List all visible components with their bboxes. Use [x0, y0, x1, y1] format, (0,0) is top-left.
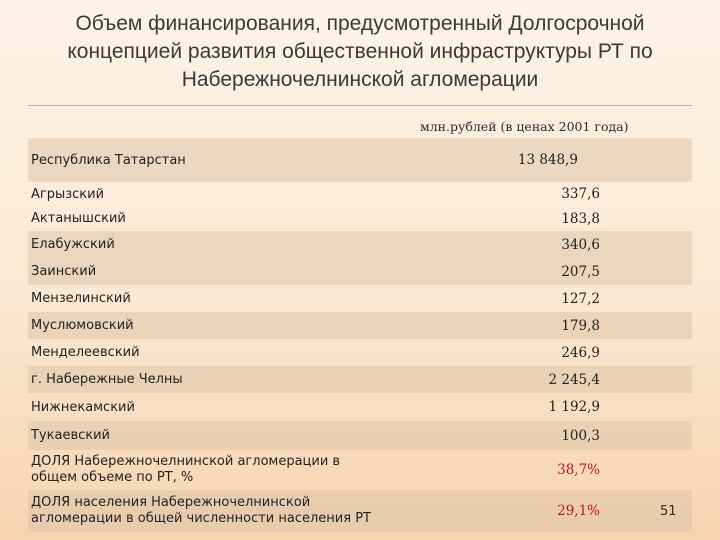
row-name: Республика Татарстан — [31, 152, 186, 168]
table-row: ДОЛЯ населения Набережночелнинской аглом… — [28, 490, 692, 532]
title-line: Объем финансирования, предусмотренный До… — [75, 12, 645, 35]
row-name: Актанышский — [31, 211, 126, 226]
table-row: Заинский 207,5 — [28, 258, 692, 285]
row-name: Муслюмовский — [31, 318, 134, 333]
row-value: 127,2 — [561, 290, 600, 307]
row-name: Менделеевский — [31, 345, 140, 360]
row-name: Нижнекамский — [31, 399, 135, 415]
table-row: Агрызский 337,6 — [28, 182, 692, 206]
row-value: 207,5 — [561, 263, 600, 280]
row-name: Заинский — [31, 264, 97, 279]
row-value: 246,9 — [561, 344, 600, 361]
row-name: Мензелинский — [31, 291, 131, 306]
row-name: ДОЛЯ Набережночелнинской агломерации в о… — [31, 454, 341, 485]
row-value: 29,1% — [557, 503, 600, 519]
page-number: 51 — [660, 504, 677, 519]
table-row: Елабужский 340,6 — [28, 231, 692, 258]
row-value: 13 848,9 — [517, 152, 578, 168]
unit-label: млн.рублей (в ценах 2001 года) — [420, 119, 629, 134]
row-value: 183,8 — [561, 210, 600, 227]
row-value: 100,3 — [561, 427, 600, 444]
title-line: концепцией развития общественной инфраст… — [67, 40, 653, 63]
row-value: 340,6 — [561, 236, 600, 253]
table-row: ДОЛЯ Набережночелнинской агломерации в о… — [28, 450, 692, 490]
title-divider — [28, 105, 692, 106]
row-value: 337,6 — [561, 186, 600, 202]
table-row: Нижнекамский 1 192,9 — [28, 393, 692, 421]
row-name: Тукаевский — [31, 428, 111, 443]
row-name: ДОЛЯ населения Набережночелнинской аглом… — [31, 495, 371, 526]
row-value: 1 192,9 — [548, 399, 600, 415]
financing-table: Республика Татарстан 13 848,9 Агрызский … — [28, 138, 692, 532]
row-value: 2 245,4 — [548, 371, 600, 388]
row-name: г. Набережные Челны — [31, 372, 183, 387]
table-row: Тукаевский 100,3 — [28, 421, 692, 450]
table-row: Актанышский 183,8 — [28, 206, 692, 231]
row-name: Агрызский — [31, 186, 105, 202]
table-row: Республика Татарстан 13 848,9 — [28, 138, 692, 182]
row-name: Елабужский — [31, 237, 115, 252]
table-row: Мензелинский 127,2 — [28, 285, 692, 312]
row-value: 179,8 — [561, 317, 600, 334]
title-line: Набережночелнинской агломерации — [181, 68, 539, 91]
row-value: 38,7% — [557, 462, 600, 478]
table-row: Муслюмовский 179,8 — [28, 312, 692, 339]
slide-title: Объем финансирования, предусмотренный До… — [20, 10, 700, 94]
table-row: г. Набережные Челны 2 245,4 — [28, 366, 692, 393]
table-row: Менделеевский 246,9 — [28, 339, 692, 366]
